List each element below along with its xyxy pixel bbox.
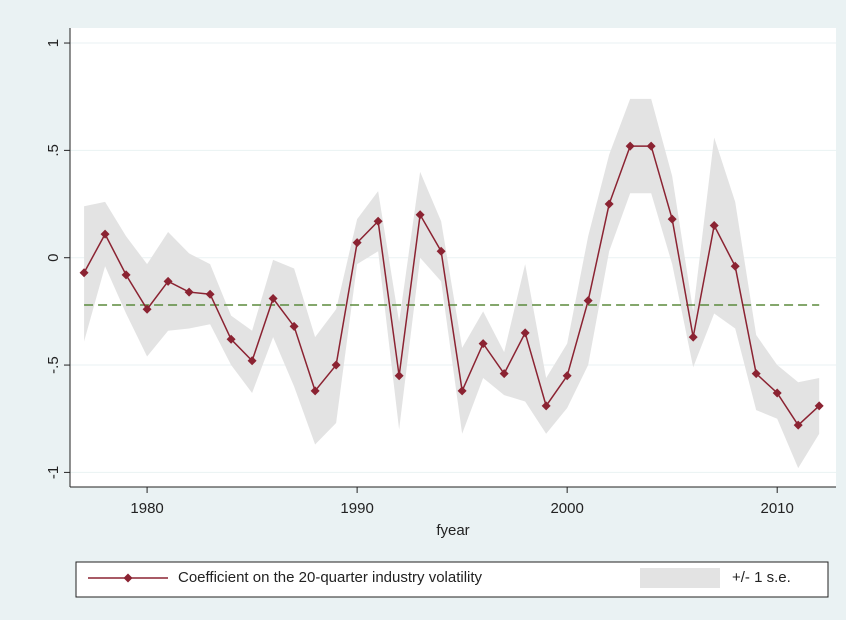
- marker: [583, 296, 593, 306]
- legend-label: Coefficient on the 20-quarter industry v…: [178, 569, 483, 586]
- marker: [772, 388, 782, 398]
- marker: [79, 268, 89, 278]
- marker: [184, 287, 194, 297]
- marker: [352, 238, 362, 248]
- x-axis-label: fyear: [436, 522, 469, 539]
- marker: [331, 360, 341, 370]
- marker: [457, 386, 467, 396]
- legend-label: +/- 1 s.e.: [732, 569, 791, 586]
- marker: [730, 261, 740, 271]
- marker: [499, 369, 509, 379]
- x-tick-label: 2010: [761, 500, 794, 517]
- marker: [751, 369, 761, 379]
- y-tick-label: 0: [45, 254, 62, 262]
- marker: [394, 371, 404, 381]
- x-tick-label: 1980: [130, 500, 163, 517]
- marker: [688, 332, 698, 342]
- marker: [100, 229, 110, 239]
- marker: [562, 371, 572, 381]
- y-tick-label: 1: [45, 39, 62, 47]
- marker: [226, 334, 236, 344]
- marker: [520, 328, 530, 338]
- marker: [268, 294, 278, 304]
- marker: [373, 216, 383, 226]
- marker: [310, 386, 320, 396]
- marker: [478, 339, 488, 349]
- legend-marker: [123, 573, 133, 583]
- marker: [142, 304, 152, 314]
- marker: [415, 210, 425, 220]
- x-tick-label: 1990: [340, 500, 373, 517]
- y-tick-label: -1: [45, 466, 62, 479]
- marker: [646, 141, 656, 151]
- marker: [793, 420, 803, 430]
- marker: [247, 356, 257, 366]
- marker: [121, 270, 131, 280]
- legend-swatch: [640, 568, 720, 588]
- x-tick-label: 2000: [550, 500, 583, 517]
- marker: [541, 401, 551, 411]
- marker: [205, 289, 215, 299]
- marker: [289, 321, 299, 331]
- marker: [604, 199, 614, 209]
- marker: [625, 141, 635, 151]
- y-tick-label: .5: [45, 144, 62, 157]
- se-band: [84, 98, 820, 469]
- marker: [667, 214, 677, 224]
- marker: [163, 276, 173, 286]
- marker: [709, 221, 719, 231]
- marker: [436, 246, 446, 256]
- y-tick-label: -.5: [45, 356, 62, 374]
- marker: [814, 401, 824, 411]
